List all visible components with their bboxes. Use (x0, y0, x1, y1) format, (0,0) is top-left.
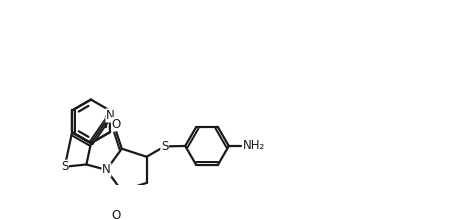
Text: O: O (112, 209, 121, 220)
Text: N: N (102, 163, 111, 176)
Text: NH₂: NH₂ (244, 139, 266, 152)
Text: N: N (106, 109, 114, 122)
Text: S: S (61, 160, 68, 173)
Text: S: S (161, 140, 168, 153)
Text: O: O (112, 118, 121, 131)
